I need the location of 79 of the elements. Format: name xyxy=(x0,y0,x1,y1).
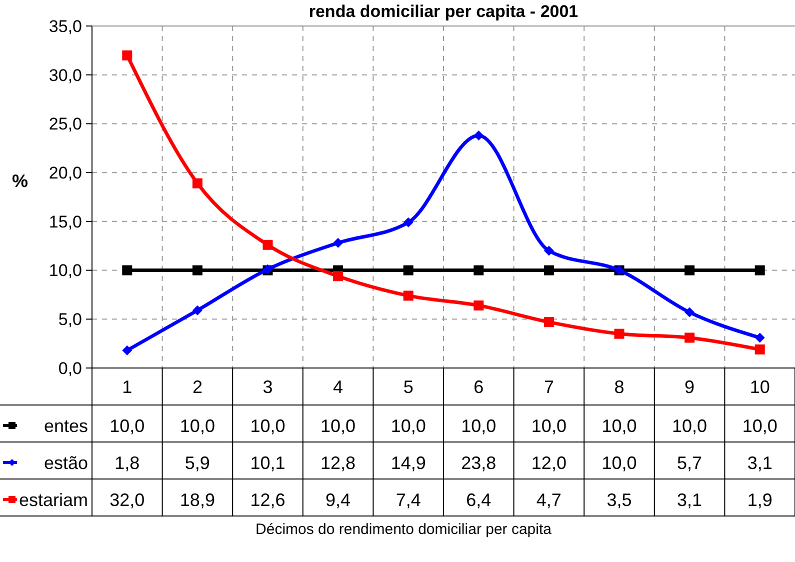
data-label: 5,9 xyxy=(184,452,210,473)
data-label: 10,0 xyxy=(110,416,145,436)
point xyxy=(474,300,484,310)
point xyxy=(544,317,554,328)
data-label: 10,0 xyxy=(250,416,286,436)
x-tick-label: 9 xyxy=(684,376,695,397)
point xyxy=(262,240,273,250)
x-tick-label: 6 xyxy=(474,376,484,397)
point xyxy=(754,344,765,354)
data-label: 10,0 xyxy=(180,416,215,436)
x-tick-label: 5 xyxy=(403,376,414,397)
point xyxy=(192,305,202,316)
x-tick-label: 3 xyxy=(262,376,273,397)
point xyxy=(614,328,624,339)
x-tick-label: 1 xyxy=(122,376,132,397)
point xyxy=(544,246,554,256)
x-tick-label: 2 xyxy=(192,376,202,397)
data-label: 1,8 xyxy=(114,452,140,473)
point xyxy=(754,332,765,343)
y-tick-label: 25,0 xyxy=(48,114,82,134)
y-tick-label: 35,0 xyxy=(48,16,82,36)
data-label: 10,0 xyxy=(531,416,566,436)
x-tick-label: 8 xyxy=(614,376,624,397)
data-label: 10,0 xyxy=(461,416,496,436)
data-label: 10,0 xyxy=(320,416,356,436)
point xyxy=(684,265,695,276)
point xyxy=(754,265,765,276)
data-label: 32,0 xyxy=(110,490,145,510)
chart-title: renda domiciliar per capita - 2001 xyxy=(308,2,578,21)
point xyxy=(333,271,344,282)
y-axis-title: % xyxy=(12,171,28,191)
y-tick-label: 0,0 xyxy=(58,358,82,378)
data-label: 3,5 xyxy=(606,490,632,510)
data-label: 23,8 xyxy=(461,452,496,473)
point xyxy=(684,332,695,343)
data-label: 10,1 xyxy=(250,452,286,473)
x-tick-label: 7 xyxy=(544,376,554,397)
legend-label: estão xyxy=(44,452,88,473)
data-label: 6,4 xyxy=(466,490,492,510)
data-label: 12,0 xyxy=(531,452,566,473)
point xyxy=(474,265,484,276)
point xyxy=(122,345,132,356)
point xyxy=(192,265,202,276)
x-tick-label: 10 xyxy=(750,376,770,397)
data-label: 4,7 xyxy=(536,490,562,510)
point xyxy=(122,265,132,276)
y-tick-label: 30,0 xyxy=(48,66,82,85)
point xyxy=(474,130,484,140)
data-label: 12,6 xyxy=(250,490,286,510)
data-label: 10,0 xyxy=(672,416,708,436)
data-label: 10,0 xyxy=(602,452,637,473)
data-label: 3,1 xyxy=(747,452,772,473)
text: Décimos do rendimento domiciliar per capita xyxy=(256,521,552,538)
data-label: 10,0 xyxy=(742,416,778,436)
data-label: 10,0 xyxy=(602,416,637,436)
y-tick-label: 15,0 xyxy=(48,212,82,232)
data-label: 3,1 xyxy=(677,490,702,510)
point xyxy=(333,238,344,248)
data-label: 12,8 xyxy=(320,452,356,473)
point xyxy=(122,50,132,60)
data-label: 9,4 xyxy=(326,490,351,510)
legend-label: estariam xyxy=(18,490,88,510)
legend-label: entes xyxy=(44,416,88,436)
data-label: 14,9 xyxy=(390,452,426,473)
y-tick-label: 20,0 xyxy=(48,164,82,183)
point xyxy=(403,290,414,301)
point xyxy=(403,265,414,276)
y-tick-label: 10,0 xyxy=(48,261,82,280)
data-label: 7,4 xyxy=(396,490,421,510)
point xyxy=(403,217,414,228)
x-tick-label: 4 xyxy=(333,376,344,397)
data-label: 1,9 xyxy=(747,490,772,510)
point xyxy=(192,178,202,188)
data-label: 5,7 xyxy=(677,452,702,473)
point xyxy=(684,307,695,318)
data-label: 18,9 xyxy=(180,490,215,510)
data-label: 10,0 xyxy=(390,416,426,436)
y-tick-label: 5,0 xyxy=(58,310,82,330)
point xyxy=(544,265,554,276)
